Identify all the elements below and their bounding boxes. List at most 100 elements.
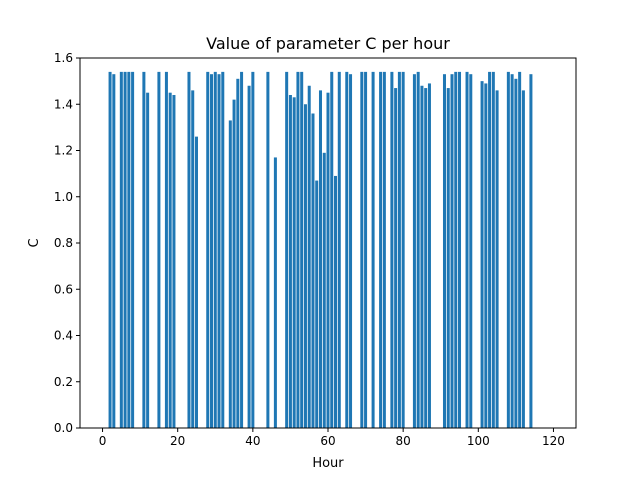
bar: [127, 71, 131, 429]
bar: [326, 92, 330, 428]
x-tick-label: 40: [245, 434, 260, 448]
y-tick-label: 1.4: [54, 97, 73, 111]
bar: [164, 71, 168, 429]
y-tick-label: 1.0: [54, 190, 73, 204]
bar: [232, 99, 236, 429]
bar: [285, 71, 289, 429]
bar: [172, 95, 176, 428]
bar: [401, 71, 405, 429]
bar: [427, 83, 431, 428]
bar: [206, 71, 210, 429]
chart-title: Value of parameter C per hour: [206, 34, 450, 53]
bar: [296, 71, 300, 429]
bar: [247, 85, 251, 428]
bar: [349, 74, 353, 428]
bar: [364, 71, 368, 429]
bar: [307, 85, 311, 428]
bar: [484, 83, 488, 428]
bars-group: [108, 71, 533, 429]
y-tick-label: 1.6: [54, 51, 73, 65]
bar: [450, 74, 454, 428]
bar: [146, 92, 150, 428]
x-tick-label: 60: [320, 434, 335, 448]
x-tick-label: 20: [170, 434, 185, 448]
x-tick-label: 0: [99, 434, 107, 448]
bar: [382, 71, 386, 429]
bar: [412, 74, 416, 428]
bar: [303, 104, 307, 428]
bar: [495, 90, 499, 429]
bar: [469, 74, 473, 428]
bar: [529, 74, 533, 428]
bar: [488, 71, 492, 429]
bar: [251, 71, 255, 429]
bar: [521, 90, 525, 429]
bar: [210, 74, 214, 428]
y-tick-label: 0.8: [54, 236, 73, 250]
bar: [318, 90, 322, 429]
bar: [394, 88, 398, 428]
bar: [518, 71, 522, 429]
bar: [157, 71, 161, 429]
bar: [330, 71, 334, 429]
bar: [322, 152, 326, 428]
bar: [217, 74, 221, 428]
bar: [108, 71, 112, 429]
y-tick-label: 0.2: [54, 375, 73, 389]
bar: [273, 157, 277, 428]
y-axis-label: C: [27, 238, 42, 247]
bar: [491, 71, 495, 429]
bar: [315, 180, 319, 428]
x-axis-label: Hour: [312, 456, 344, 471]
bar: [142, 71, 146, 429]
bar: [112, 74, 116, 428]
bar: [446, 88, 450, 428]
bar: [119, 71, 123, 429]
bar: [236, 78, 240, 428]
bar: [397, 71, 401, 429]
bar: [191, 90, 195, 429]
bar: [465, 71, 469, 429]
bar: [168, 92, 172, 428]
bar: [360, 71, 364, 429]
bar: [506, 71, 510, 429]
bar: [194, 136, 198, 429]
x-tick-label: 120: [542, 434, 565, 448]
x-tick-label: 100: [467, 434, 490, 448]
bar: [416, 71, 420, 429]
bar: [371, 71, 375, 429]
bar: [288, 95, 292, 428]
bar: [480, 81, 484, 429]
bar: [334, 175, 338, 428]
bar: [300, 71, 304, 429]
bar: [221, 71, 225, 429]
bar: [510, 74, 514, 428]
y-tick-label: 0.6: [54, 282, 73, 296]
bar: [228, 120, 232, 428]
bar: [458, 71, 462, 429]
bar: [213, 71, 217, 429]
bar: [123, 71, 127, 429]
bar: [131, 71, 135, 429]
x-tick-label: 80: [396, 434, 411, 448]
bar: [292, 97, 296, 428]
y-tick-label: 0.0: [54, 421, 73, 435]
bar: [424, 88, 428, 428]
bar: [442, 74, 446, 428]
bar: [240, 71, 244, 429]
bar: [266, 71, 270, 429]
bar: [337, 71, 341, 429]
bar: [390, 71, 394, 429]
plot-frame: [79, 57, 577, 429]
x-axis-ticks: 0 20 40 60 80 100 120: [99, 428, 565, 448]
bar: [420, 85, 424, 428]
bar: [311, 113, 315, 428]
bar: [514, 78, 518, 428]
bar: [379, 71, 383, 429]
bar: [454, 71, 458, 429]
y-axis-ticks: 0.0 0.2 0.4 0.6 0.8 1.0 1.2 1.4 1.6: [54, 51, 80, 435]
bar: [187, 71, 191, 429]
bar: [345, 71, 349, 429]
y-tick-label: 0.4: [54, 329, 73, 343]
